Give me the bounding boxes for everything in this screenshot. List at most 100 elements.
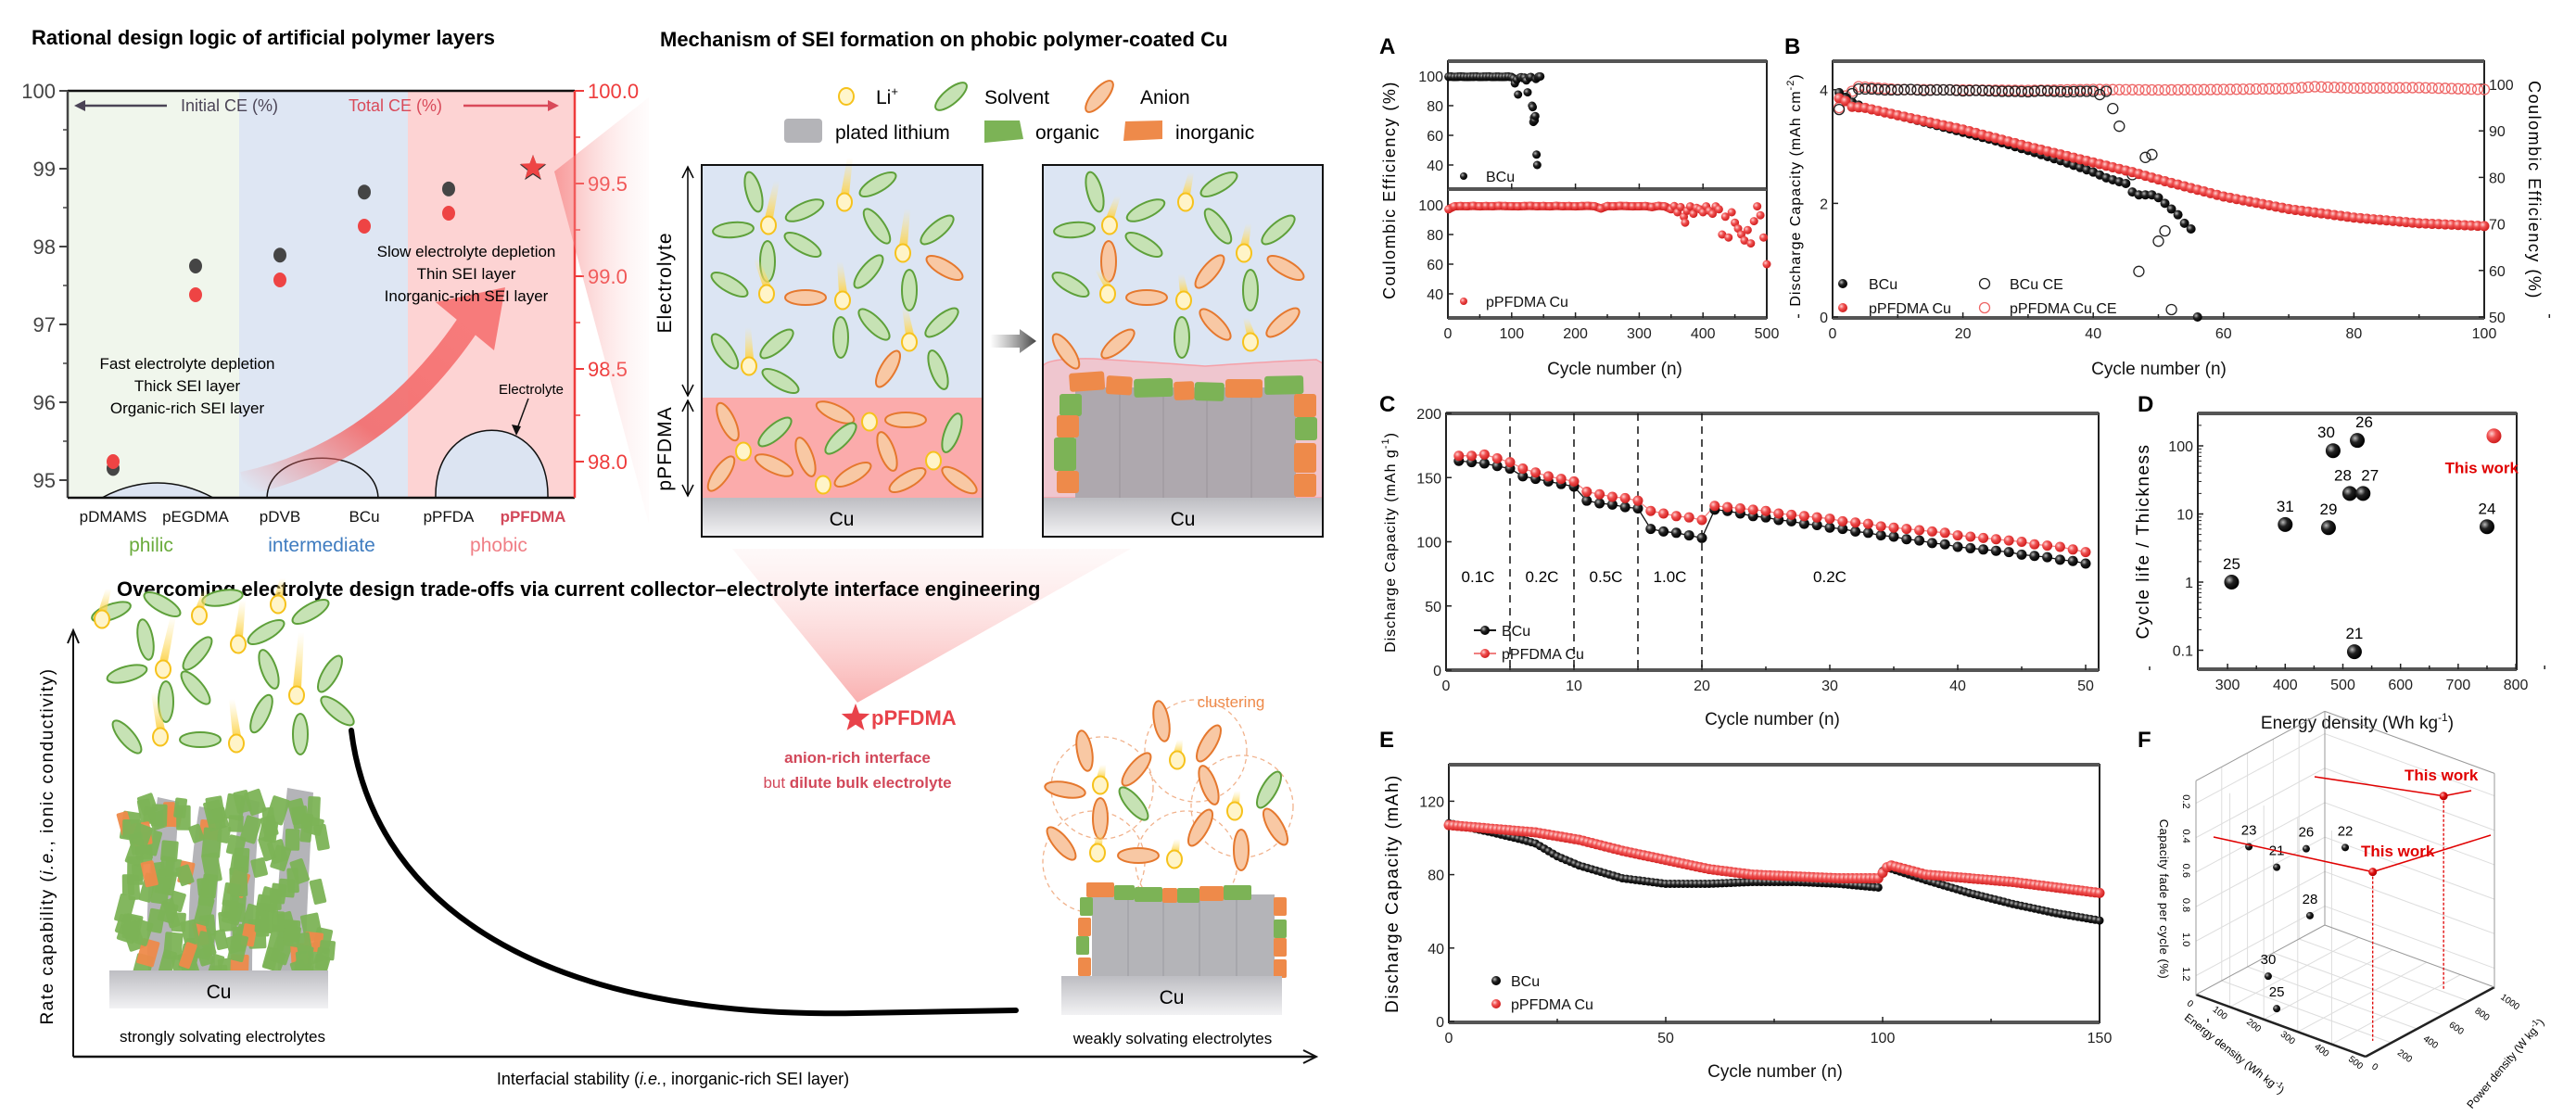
a-ppfdma-point <box>1539 201 1548 210</box>
b-bcu-ce-point <box>1892 83 1904 96</box>
b-ppfdma-ce-point <box>2113 83 2126 95</box>
b-ppfdma-ce-point <box>2367 82 2379 95</box>
category-label: pEGDMA <box>162 508 229 526</box>
b-bcu-ce-point <box>2041 85 2054 97</box>
a-bcu-point <box>1530 111 1540 120</box>
organic-sei-fragment <box>282 925 302 948</box>
b-legend-bcu-ce-marker <box>1978 277 1991 290</box>
solvent-molecule <box>1085 171 1105 213</box>
li-ion <box>834 290 851 311</box>
panel-letter-b: B <box>1784 34 1800 59</box>
solvation-glow <box>754 259 771 286</box>
b-bcu-ce-point <box>2165 303 2177 316</box>
b-ppfdma-ce-point <box>2204 83 2216 95</box>
box-frame <box>1042 164 1324 538</box>
y-tick-label: 80 <box>1428 869 1444 884</box>
solvation-glow <box>1231 791 1240 804</box>
a-ppfdma-point <box>1634 201 1643 210</box>
f-this-work-guide <box>2314 776 2444 797</box>
li-ion <box>760 215 777 235</box>
solvation-glow <box>902 307 914 335</box>
b-bcu-point <box>2153 193 2164 203</box>
b-ppfdma-ce-point <box>2458 82 2471 95</box>
cluster-boundary <box>1190 755 1294 858</box>
f-fade-tick: 0.6 <box>2180 864 2191 878</box>
b-bcu-point <box>2140 190 2151 200</box>
b-bcu-ce-point <box>1957 84 1969 97</box>
droplet-philic <box>101 482 214 499</box>
organic-sei-fragment <box>1194 382 1225 401</box>
c-bcu-point <box>1824 522 1835 533</box>
solvation-glow <box>1171 839 1180 852</box>
solvation-glow <box>1182 172 1194 195</box>
left-caption: strongly solvating electrolytes <box>120 1028 325 1046</box>
organic-sei-fragment <box>193 895 215 927</box>
y-tick-label: 100 <box>1416 536 1441 552</box>
d-point <box>2320 520 2336 536</box>
c-ppfdma-point <box>1670 511 1681 522</box>
y-tick-label: 1 <box>2185 576 2193 591</box>
a-ppfdma-point <box>1724 233 1733 242</box>
anion-molecule <box>706 455 736 492</box>
a-bcu-point <box>1514 90 1523 99</box>
f-point-label: 23 <box>2241 822 2257 838</box>
e-frame <box>1448 764 2100 1023</box>
d-point-label: 25 <box>2223 555 2240 573</box>
c-ppfdma-point <box>1734 502 1745 514</box>
solvent-molecule <box>180 670 211 705</box>
sei-fragment <box>1274 919 1287 938</box>
organic-sei-fragment <box>227 933 248 963</box>
solvation-glow <box>293 632 304 688</box>
b-legend-ppfdma-ce: pPFDMA Cu CE <box>2010 301 2117 317</box>
b-ppfdma-ce-point <box>2296 82 2308 94</box>
tradeoff-panel-title: Overcoming electrolyte design trade-offs… <box>117 577 1040 601</box>
x-tick-label: 600 <box>2388 678 2413 693</box>
arrow-left-icon <box>74 100 85 111</box>
b-bcu-ce-point <box>2061 85 2074 98</box>
c-ppfdma-point <box>1914 525 1925 536</box>
f-point-label: 30 <box>2261 952 2277 968</box>
solvent-molecule <box>247 619 286 645</box>
b-bcu-ce-point <box>2015 85 2028 97</box>
c-bcu-point <box>1491 461 1503 472</box>
y-tick-label: 40 <box>1427 159 1443 174</box>
x-tick-label: 400 <box>2273 678 2298 693</box>
f-point <box>2264 972 2272 981</box>
a-ppfdma-point <box>1714 205 1723 214</box>
rate-label: 0.5C <box>1590 568 1623 586</box>
x-tick-label: 0 <box>1829 326 1837 342</box>
b-ppfdma-ce-point <box>2452 82 2465 95</box>
sei-fragment <box>1224 885 1251 900</box>
f-box-edge <box>2324 710 2495 774</box>
b-bcu-ce-point <box>1905 83 1917 95</box>
anion-molecule <box>1117 847 1160 864</box>
sei-fragment <box>1086 882 1114 897</box>
f-gridline <box>2299 938 2469 1002</box>
f-power-tick: 1000 <box>2498 992 2521 1012</box>
b-bcu-ce-point <box>2067 85 2080 97</box>
f-axis <box>2195 993 2367 1059</box>
f-point <box>2305 911 2314 919</box>
organic-sei-fragment <box>173 797 188 818</box>
b-bcu-ce-point <box>2054 85 2067 97</box>
f-gridline <box>2247 966 2417 1030</box>
f-gridline <box>2324 733 2495 797</box>
solvent-molecule <box>292 713 309 755</box>
solvent-molecule <box>759 328 794 360</box>
b-bcu-ce-point <box>1852 82 1865 95</box>
b-bcu-ce-point <box>1970 84 1982 96</box>
b-bcu-point <box>2166 204 2176 214</box>
f-gridline <box>2195 733 2326 804</box>
f-gridline <box>2324 767 2495 831</box>
a-ppfdma-point <box>1681 218 1690 227</box>
left-tick-label: 99 <box>33 158 56 181</box>
organic-sei-fragment <box>269 888 282 911</box>
note-low-3: Organic-rich SEI layer <box>110 399 265 417</box>
c-ppfdma-point <box>1619 492 1631 503</box>
b-ppfdma-ce-point <box>2198 83 2210 95</box>
x-tick-label: 0 <box>1444 326 1453 342</box>
d-xlabel: Energy density (Wh kg-1) <box>2261 711 2454 733</box>
a-ppfdma-point <box>1520 201 1529 210</box>
a-ppfdma-point <box>1685 202 1694 211</box>
b-ppfdma-ce-point <box>2471 83 2484 95</box>
